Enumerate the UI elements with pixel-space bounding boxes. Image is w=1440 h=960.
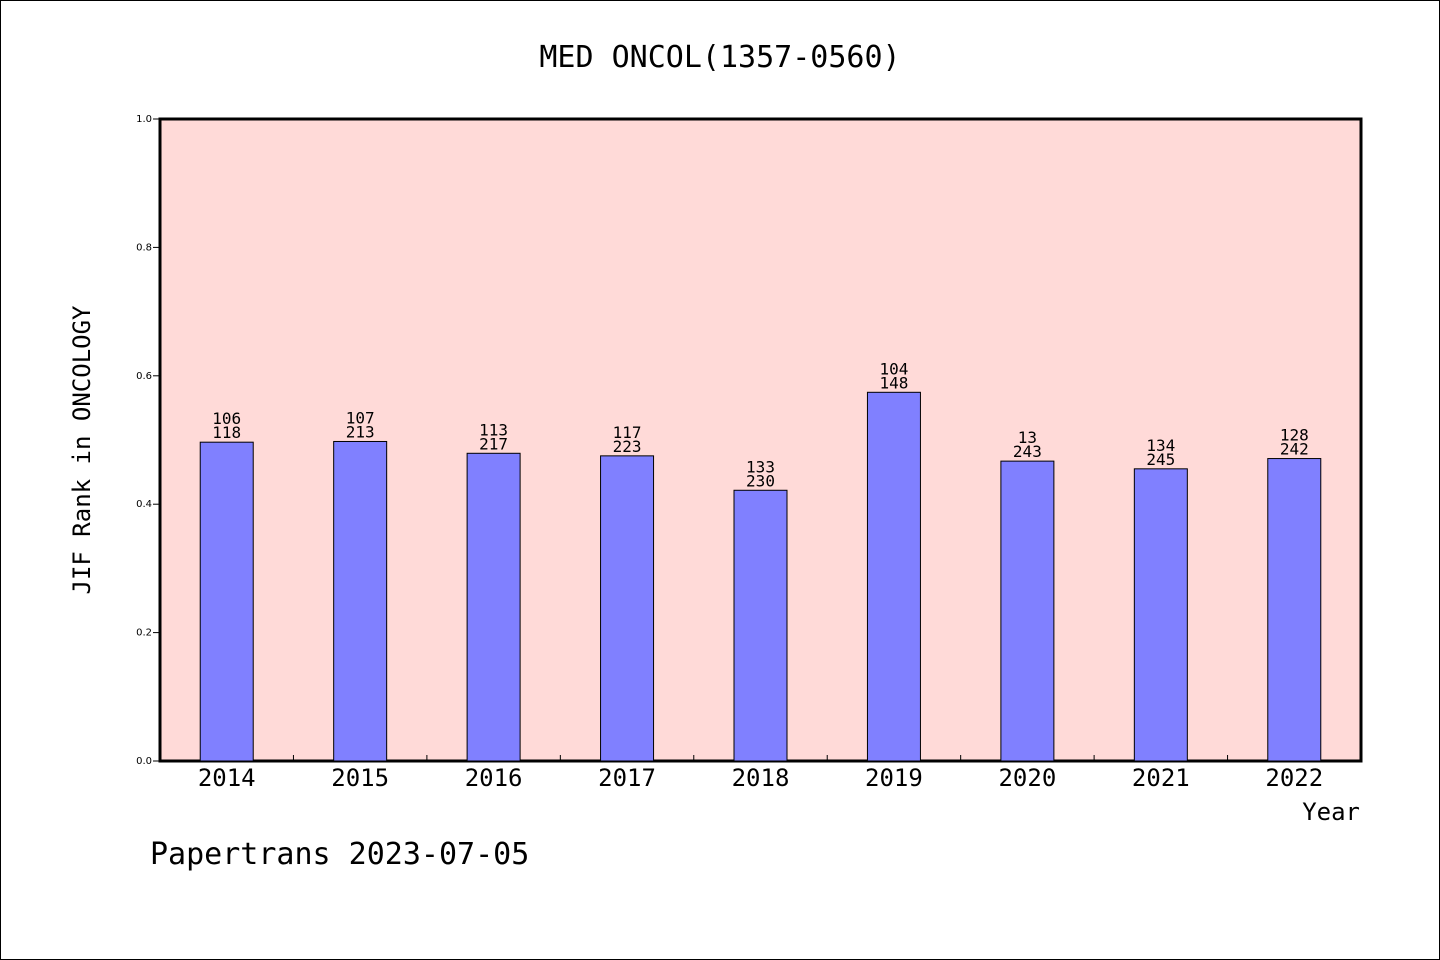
bar-total-label: 243 bbox=[1013, 442, 1042, 461]
y-axis: 0.0 0.2 0.4 0.6 0.8 1.0 bbox=[136, 114, 160, 767]
bar bbox=[333, 440, 388, 762]
x-tick-label: 2021 bbox=[1132, 764, 1190, 792]
x-tick-label: 2014 bbox=[198, 764, 256, 792]
bar-rank-label: 106 bbox=[212, 409, 241, 428]
bar-rank-label: 113 bbox=[479, 420, 508, 439]
bar-rank-label: 128 bbox=[1280, 426, 1309, 445]
y-tick-label: 0.0 bbox=[136, 756, 152, 767]
x-tick-label: 2015 bbox=[331, 764, 389, 792]
bar-rank-label: 117 bbox=[613, 423, 642, 442]
bar bbox=[1267, 458, 1322, 762]
bar bbox=[733, 489, 788, 762]
y-tick-label: 0.2 bbox=[136, 628, 152, 639]
bar-rank-label: 133 bbox=[746, 457, 775, 476]
bar-total-label: 242 bbox=[1280, 440, 1309, 459]
chart-title: MED ONCOL(1357-0560) bbox=[539, 40, 900, 75]
y-tick-label: 1.0 bbox=[136, 114, 152, 125]
bar bbox=[600, 455, 655, 762]
bar-rank-label: 107 bbox=[346, 408, 375, 427]
bar-total-label: 223 bbox=[613, 437, 642, 456]
y-tick-label: 0.6 bbox=[136, 371, 152, 382]
bar-total-label: 230 bbox=[746, 471, 775, 490]
x-axis-label: Year bbox=[1302, 798, 1360, 826]
y-axis-label: JIF Rank in ONCOLOGY bbox=[68, 305, 96, 595]
footer-text: Papertrans 2023-07-05 bbox=[150, 837, 529, 872]
bar-total-label: 217 bbox=[479, 434, 508, 453]
bar-rank-label: 104 bbox=[879, 359, 908, 378]
bar-total-label: 213 bbox=[346, 422, 375, 441]
bar-rank-label: 13 bbox=[1018, 428, 1037, 447]
bar-total-label: 245 bbox=[1146, 450, 1175, 469]
bar-total-label: 148 bbox=[879, 373, 908, 392]
bar bbox=[866, 391, 921, 762]
x-tick-label: 2018 bbox=[732, 764, 790, 792]
x-tick-label: 2022 bbox=[1265, 764, 1323, 792]
x-tick-label: 2016 bbox=[465, 764, 523, 792]
bar bbox=[466, 452, 521, 762]
y-tick-label: 0.8 bbox=[136, 242, 152, 253]
y-tick-label: 0.4 bbox=[136, 499, 152, 510]
bar-total-label: 118 bbox=[212, 423, 241, 442]
x-axis: 2014 2015 2016 2017 2018 2019 2020 2021 2022 bbox=[198, 755, 1323, 792]
bar bbox=[199, 441, 254, 762]
x-tick-label: 2019 bbox=[865, 764, 923, 792]
bar bbox=[1000, 460, 1055, 762]
bar bbox=[1133, 468, 1188, 762]
bar-rank-label: 134 bbox=[1146, 436, 1175, 455]
x-tick-label: 2020 bbox=[998, 764, 1056, 792]
x-tick-label: 2017 bbox=[598, 764, 656, 792]
